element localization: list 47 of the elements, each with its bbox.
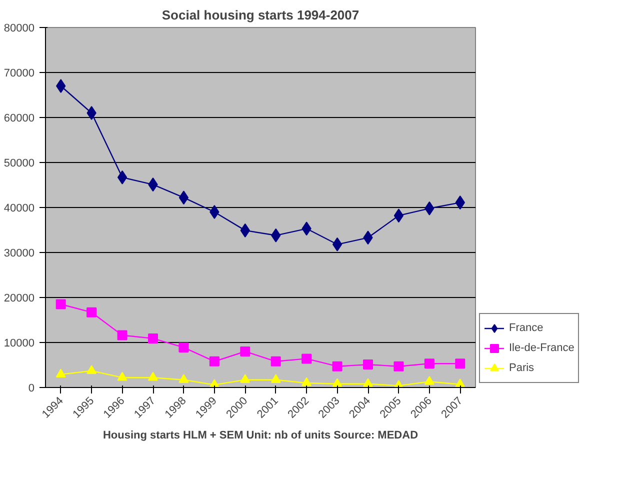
point xyxy=(394,361,404,372)
point xyxy=(332,378,342,387)
point xyxy=(178,374,189,383)
point xyxy=(86,365,97,374)
y-tick-label: 70000 xyxy=(4,68,35,80)
point xyxy=(178,190,189,205)
point xyxy=(86,106,96,120)
point xyxy=(148,333,158,344)
y-tick-label: 30000 xyxy=(4,248,35,260)
legend-label: Ile-de-France xyxy=(509,342,574,354)
point xyxy=(270,356,281,366)
point xyxy=(56,299,66,310)
point xyxy=(424,358,434,369)
point xyxy=(302,377,312,386)
point xyxy=(363,378,373,387)
point xyxy=(332,361,342,372)
point xyxy=(455,378,466,388)
y-tick-label: 60000 xyxy=(4,112,35,124)
point xyxy=(56,368,66,378)
point xyxy=(455,358,466,369)
point xyxy=(117,330,128,340)
legend-label: Paris xyxy=(509,362,534,374)
y-tick-label: 80000 xyxy=(4,22,35,34)
point xyxy=(363,360,373,370)
point xyxy=(178,342,189,352)
y-tick-label: 50000 xyxy=(4,158,35,170)
point xyxy=(240,374,250,383)
point xyxy=(117,372,128,381)
point xyxy=(209,356,220,366)
point xyxy=(117,170,128,184)
legend-label: France xyxy=(509,322,544,334)
point xyxy=(148,372,158,381)
point xyxy=(270,374,281,383)
y-tick-label: 0 xyxy=(28,382,35,394)
y-tick-label: 40000 xyxy=(4,202,35,214)
chart-title: Social housing starts 1994-2007 xyxy=(162,8,360,22)
point xyxy=(210,205,220,219)
y-tick-label: 10000 xyxy=(4,338,35,350)
point xyxy=(332,237,342,252)
point xyxy=(302,354,312,364)
point xyxy=(86,307,97,318)
x-axis-title: Housing starts HLM + SEM Unit: nb of units Source: MEDAD xyxy=(102,429,418,442)
point xyxy=(394,208,404,223)
point xyxy=(240,346,250,356)
point xyxy=(424,376,434,385)
point xyxy=(56,79,66,93)
y-tick-label: 20000 xyxy=(4,292,35,304)
